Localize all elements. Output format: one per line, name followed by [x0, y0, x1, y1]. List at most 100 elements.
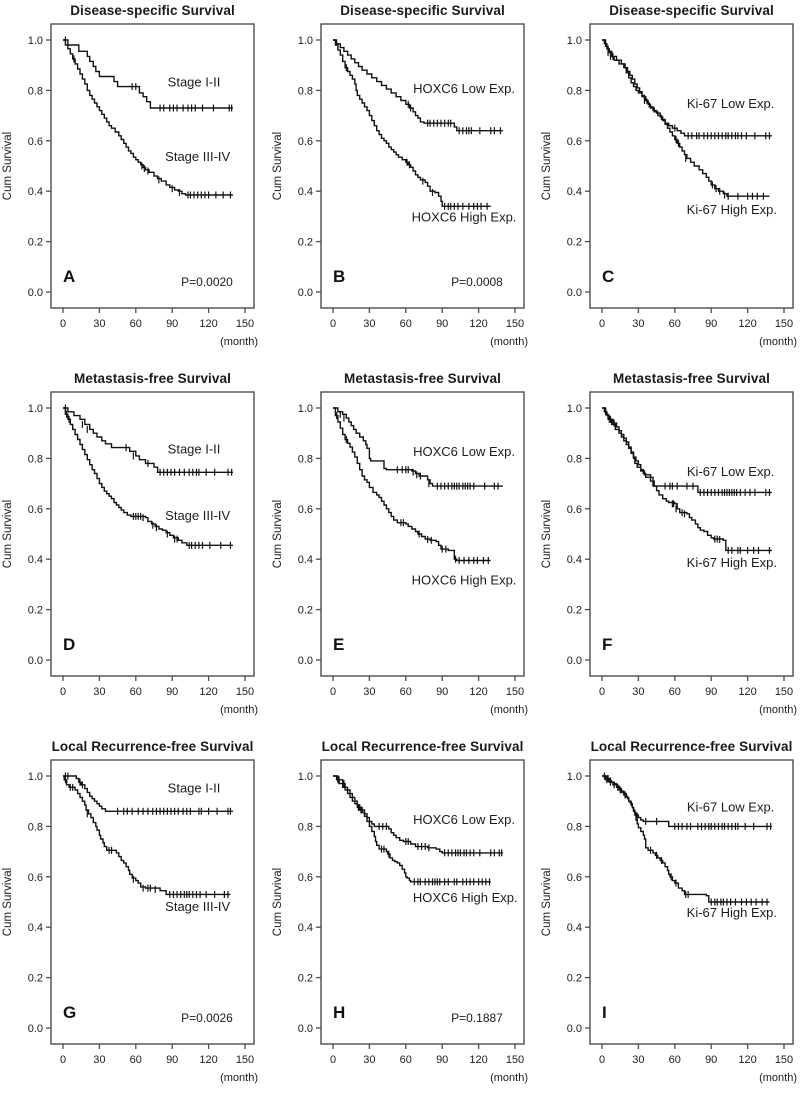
svg-text:0: 0 — [330, 318, 336, 330]
svg-text:0.8: 0.8 — [28, 821, 43, 833]
svg-text:0.4: 0.4 — [28, 922, 43, 934]
km-plot-b: 0.0 0.2 0.4 0.6 0.8 1.0 0 30 60 90 120 150 (month) Cu… — [272, 23, 528, 348]
svg-text:0.2: 0.2 — [298, 237, 313, 249]
svg-text:60: 60 — [130, 318, 142, 330]
svg-text:30: 30 — [93, 1054, 105, 1066]
svg-text:0.6: 0.6 — [28, 872, 43, 884]
svg-text:G: G — [63, 1003, 76, 1022]
svg-text:120: 120 — [469, 318, 487, 330]
svg-text:1.0: 1.0 — [298, 35, 313, 47]
km-panel-g: Local Recurrence-free Survival 0.0 0.2 0.4… — [0, 736, 270, 1105]
km-panel-h: Local Recurrence-free Survival 0.0 0.2 0.4… — [270, 736, 539, 1105]
svg-text:90: 90 — [705, 1054, 717, 1066]
svg-text:0.0: 0.0 — [567, 287, 582, 299]
svg-text:P=0.1887: P=0.1887 — [451, 1011, 503, 1025]
svg-text:150: 150 — [236, 318, 254, 330]
svg-text:150: 150 — [775, 686, 793, 698]
km-panel-d: Metastasis-free Survival 0.0 0.2 0.4 0.6 0.8… — [0, 368, 270, 736]
svg-text:H: H — [333, 1003, 345, 1022]
svg-text:0.4: 0.4 — [298, 922, 313, 934]
svg-text:30: 30 — [632, 318, 644, 330]
svg-text:150: 150 — [506, 686, 524, 698]
svg-text:(month): (month) — [759, 1072, 797, 1084]
svg-text:(month): (month) — [220, 1072, 258, 1084]
svg-text:I: I — [602, 1003, 607, 1022]
svg-text:(month): (month) — [490, 336, 528, 348]
svg-text:30: 30 — [363, 318, 375, 330]
svg-text:0.8: 0.8 — [28, 453, 43, 465]
svg-text:0.6: 0.6 — [298, 504, 313, 516]
svg-text:0.2: 0.2 — [28, 605, 43, 617]
svg-text:0.8: 0.8 — [28, 85, 43, 97]
svg-text:E: E — [333, 635, 344, 654]
svg-text:0.8: 0.8 — [298, 453, 313, 465]
svg-text:60: 60 — [669, 1054, 681, 1066]
km-panel-b: Disease-specific Survival 0.0 0.2 0.4 0.6 0.… — [270, 0, 539, 368]
svg-text:F: F — [602, 635, 612, 654]
svg-text:Stage I-II: Stage I-II — [168, 780, 221, 795]
km-plot-e: 0.0 0.2 0.4 0.6 0.8 1.0 0 30 60 90 120 150 (month) Cu… — [272, 391, 528, 716]
svg-text:0: 0 — [599, 686, 605, 698]
svg-text:0: 0 — [60, 686, 66, 698]
svg-text:120: 120 — [738, 318, 756, 330]
svg-text:1.0: 1.0 — [28, 403, 43, 415]
svg-text:1.0: 1.0 — [298, 403, 313, 415]
svg-text:60: 60 — [400, 686, 412, 698]
svg-text:90: 90 — [166, 686, 178, 698]
svg-text:30: 30 — [632, 1054, 644, 1066]
svg-text:0.2: 0.2 — [298, 973, 313, 985]
svg-text:Stage III-IV: Stage III-IV — [165, 149, 230, 164]
svg-text:HOXC6 High Exp.: HOXC6 High Exp. — [412, 209, 517, 224]
km-plot-i: 0.0 0.2 0.4 0.6 0.8 1.0 0 30 60 90 120 150 (month) Cu… — [541, 759, 797, 1084]
svg-text:120: 120 — [738, 686, 756, 698]
svg-text:(month): (month) — [759, 704, 797, 716]
km-panel-i: Local Recurrence-free Survival 0.0 0.2 0.4… — [539, 736, 808, 1105]
svg-text:Ki-67 Low Exp.: Ki-67 Low Exp. — [687, 96, 774, 111]
km-panel-c: Disease-specific Survival 0.0 0.2 0.4 0.6 0.… — [539, 0, 808, 368]
km-panel-f: Metastasis-free Survival 0.0 0.2 0.4 0.6 0.8… — [539, 368, 808, 736]
svg-text:120: 120 — [738, 1054, 756, 1066]
svg-text:0.2: 0.2 — [567, 973, 582, 985]
svg-text:0.0: 0.0 — [28, 1023, 43, 1035]
svg-text:0: 0 — [60, 318, 66, 330]
svg-text:60: 60 — [400, 1054, 412, 1066]
svg-text:(month): (month) — [220, 336, 258, 348]
svg-text:90: 90 — [166, 318, 178, 330]
svg-text:0.0: 0.0 — [298, 1023, 313, 1035]
panel-title-f: Metastasis-free Survival — [613, 371, 770, 386]
svg-text:0.6: 0.6 — [28, 504, 43, 516]
svg-text:90: 90 — [436, 1054, 448, 1066]
svg-text:0.2: 0.2 — [567, 605, 582, 617]
svg-text:120: 120 — [469, 1054, 487, 1066]
svg-text:1.0: 1.0 — [28, 35, 43, 47]
svg-text:P=0.0008: P=0.0008 — [451, 275, 503, 289]
km-plot-f: 0.0 0.2 0.4 0.6 0.8 1.0 0 30 60 90 120 150 (month) Cu… — [541, 391, 797, 716]
svg-text:Stage I-II: Stage I-II — [168, 75, 221, 90]
svg-text:Cum Survival: Cum Survival — [2, 132, 14, 200]
svg-text:0.0: 0.0 — [567, 655, 582, 667]
svg-text:150: 150 — [775, 1054, 793, 1066]
svg-text:0.8: 0.8 — [567, 821, 582, 833]
svg-text:30: 30 — [93, 318, 105, 330]
svg-text:B: B — [333, 267, 345, 286]
svg-text:150: 150 — [775, 318, 793, 330]
svg-text:0.4: 0.4 — [298, 186, 313, 198]
svg-text:150: 150 — [506, 318, 524, 330]
km-panel-a: Disease-specific Survival 0.0 0.2 0.4 0.6 0.… — [0, 0, 270, 368]
panel-title-a: Disease-specific Survival — [70, 3, 235, 18]
km-plot-h: 0.0 0.2 0.4 0.6 0.8 1.0 0 30 60 90 120 150 (month) Cu… — [272, 759, 528, 1084]
svg-text:Stage III-IV: Stage III-IV — [165, 899, 230, 914]
km-panel-e: Metastasis-free Survival 0.0 0.2 0.4 0.6 0.8… — [270, 368, 539, 736]
panel-title-h: Local Recurrence-free Survival — [321, 739, 524, 754]
svg-text:150: 150 — [506, 1054, 524, 1066]
svg-text:C: C — [602, 267, 614, 286]
svg-text:Cum Survival: Cum Survival — [541, 132, 553, 200]
svg-text:0.8: 0.8 — [567, 453, 582, 465]
svg-text:0.2: 0.2 — [567, 237, 582, 249]
svg-text:0.4: 0.4 — [28, 554, 43, 566]
svg-text:60: 60 — [130, 686, 142, 698]
km-plot-a: 0.0 0.2 0.4 0.6 0.8 1.0 0 30 60 90 120 150 (month) Cu… — [2, 23, 258, 348]
svg-text:90: 90 — [705, 318, 717, 330]
svg-text:Cum Survival: Cum Survival — [272, 132, 284, 200]
